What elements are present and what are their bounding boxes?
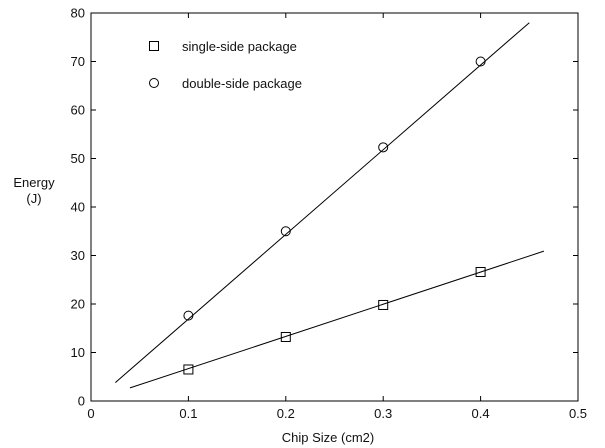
x-tick-label: 0.1 — [179, 406, 197, 421]
data-point-circle — [183, 310, 194, 321]
x-tick-label: 0.2 — [277, 406, 295, 421]
data-point-square — [280, 331, 291, 342]
x-axis-label: Chip Size (cm2) — [282, 430, 374, 445]
y-tick-label: 80 — [71, 6, 85, 21]
data-point-square — [183, 364, 194, 375]
plot-area — [90, 12, 579, 402]
fit-lines — [115, 22, 545, 389]
legend-label-double: double-side package — [182, 76, 302, 91]
fit-line-series-1 — [115, 22, 530, 383]
data-markers — [183, 56, 486, 375]
y-tick-label: 70 — [71, 54, 85, 69]
y-tick-label: 20 — [71, 297, 85, 312]
y-tick-label: 30 — [71, 248, 85, 263]
x-tick-label: 0.4 — [472, 406, 490, 421]
legend-marker-square — [149, 41, 159, 51]
y-tick-label: 40 — [71, 200, 85, 215]
data-point-circle — [378, 142, 389, 153]
data-point-circle — [280, 226, 291, 237]
y-axis-unit: (J) — [26, 191, 41, 206]
y-tick-label: 10 — [71, 345, 85, 360]
fit-line-series-0 — [129, 250, 545, 389]
x-tick-label: 0.5 — [569, 406, 587, 421]
data-point-square — [475, 266, 486, 277]
y-tick-label: 60 — [71, 103, 85, 118]
y-axis-ticks: 0 10 20 30 40 50 60 70 80 — [71, 6, 578, 409]
data-point-circle — [475, 56, 486, 67]
y-tick-label: 0 — [78, 394, 85, 409]
legend-label-single: single-side package — [182, 39, 297, 54]
legend-marker-circle — [149, 78, 159, 88]
x-tick-label: 0.3 — [374, 406, 392, 421]
y-axis-label: Energy — [13, 175, 55, 190]
y-tick-label: 50 — [71, 151, 85, 166]
x-tick-label: 0 — [87, 406, 94, 421]
legend: single-side package double-side package — [149, 39, 302, 91]
data-point-square — [378, 299, 389, 310]
x-axis-ticks: 0 0.1 0.2 0.3 0.4 0.5 — [87, 13, 587, 421]
